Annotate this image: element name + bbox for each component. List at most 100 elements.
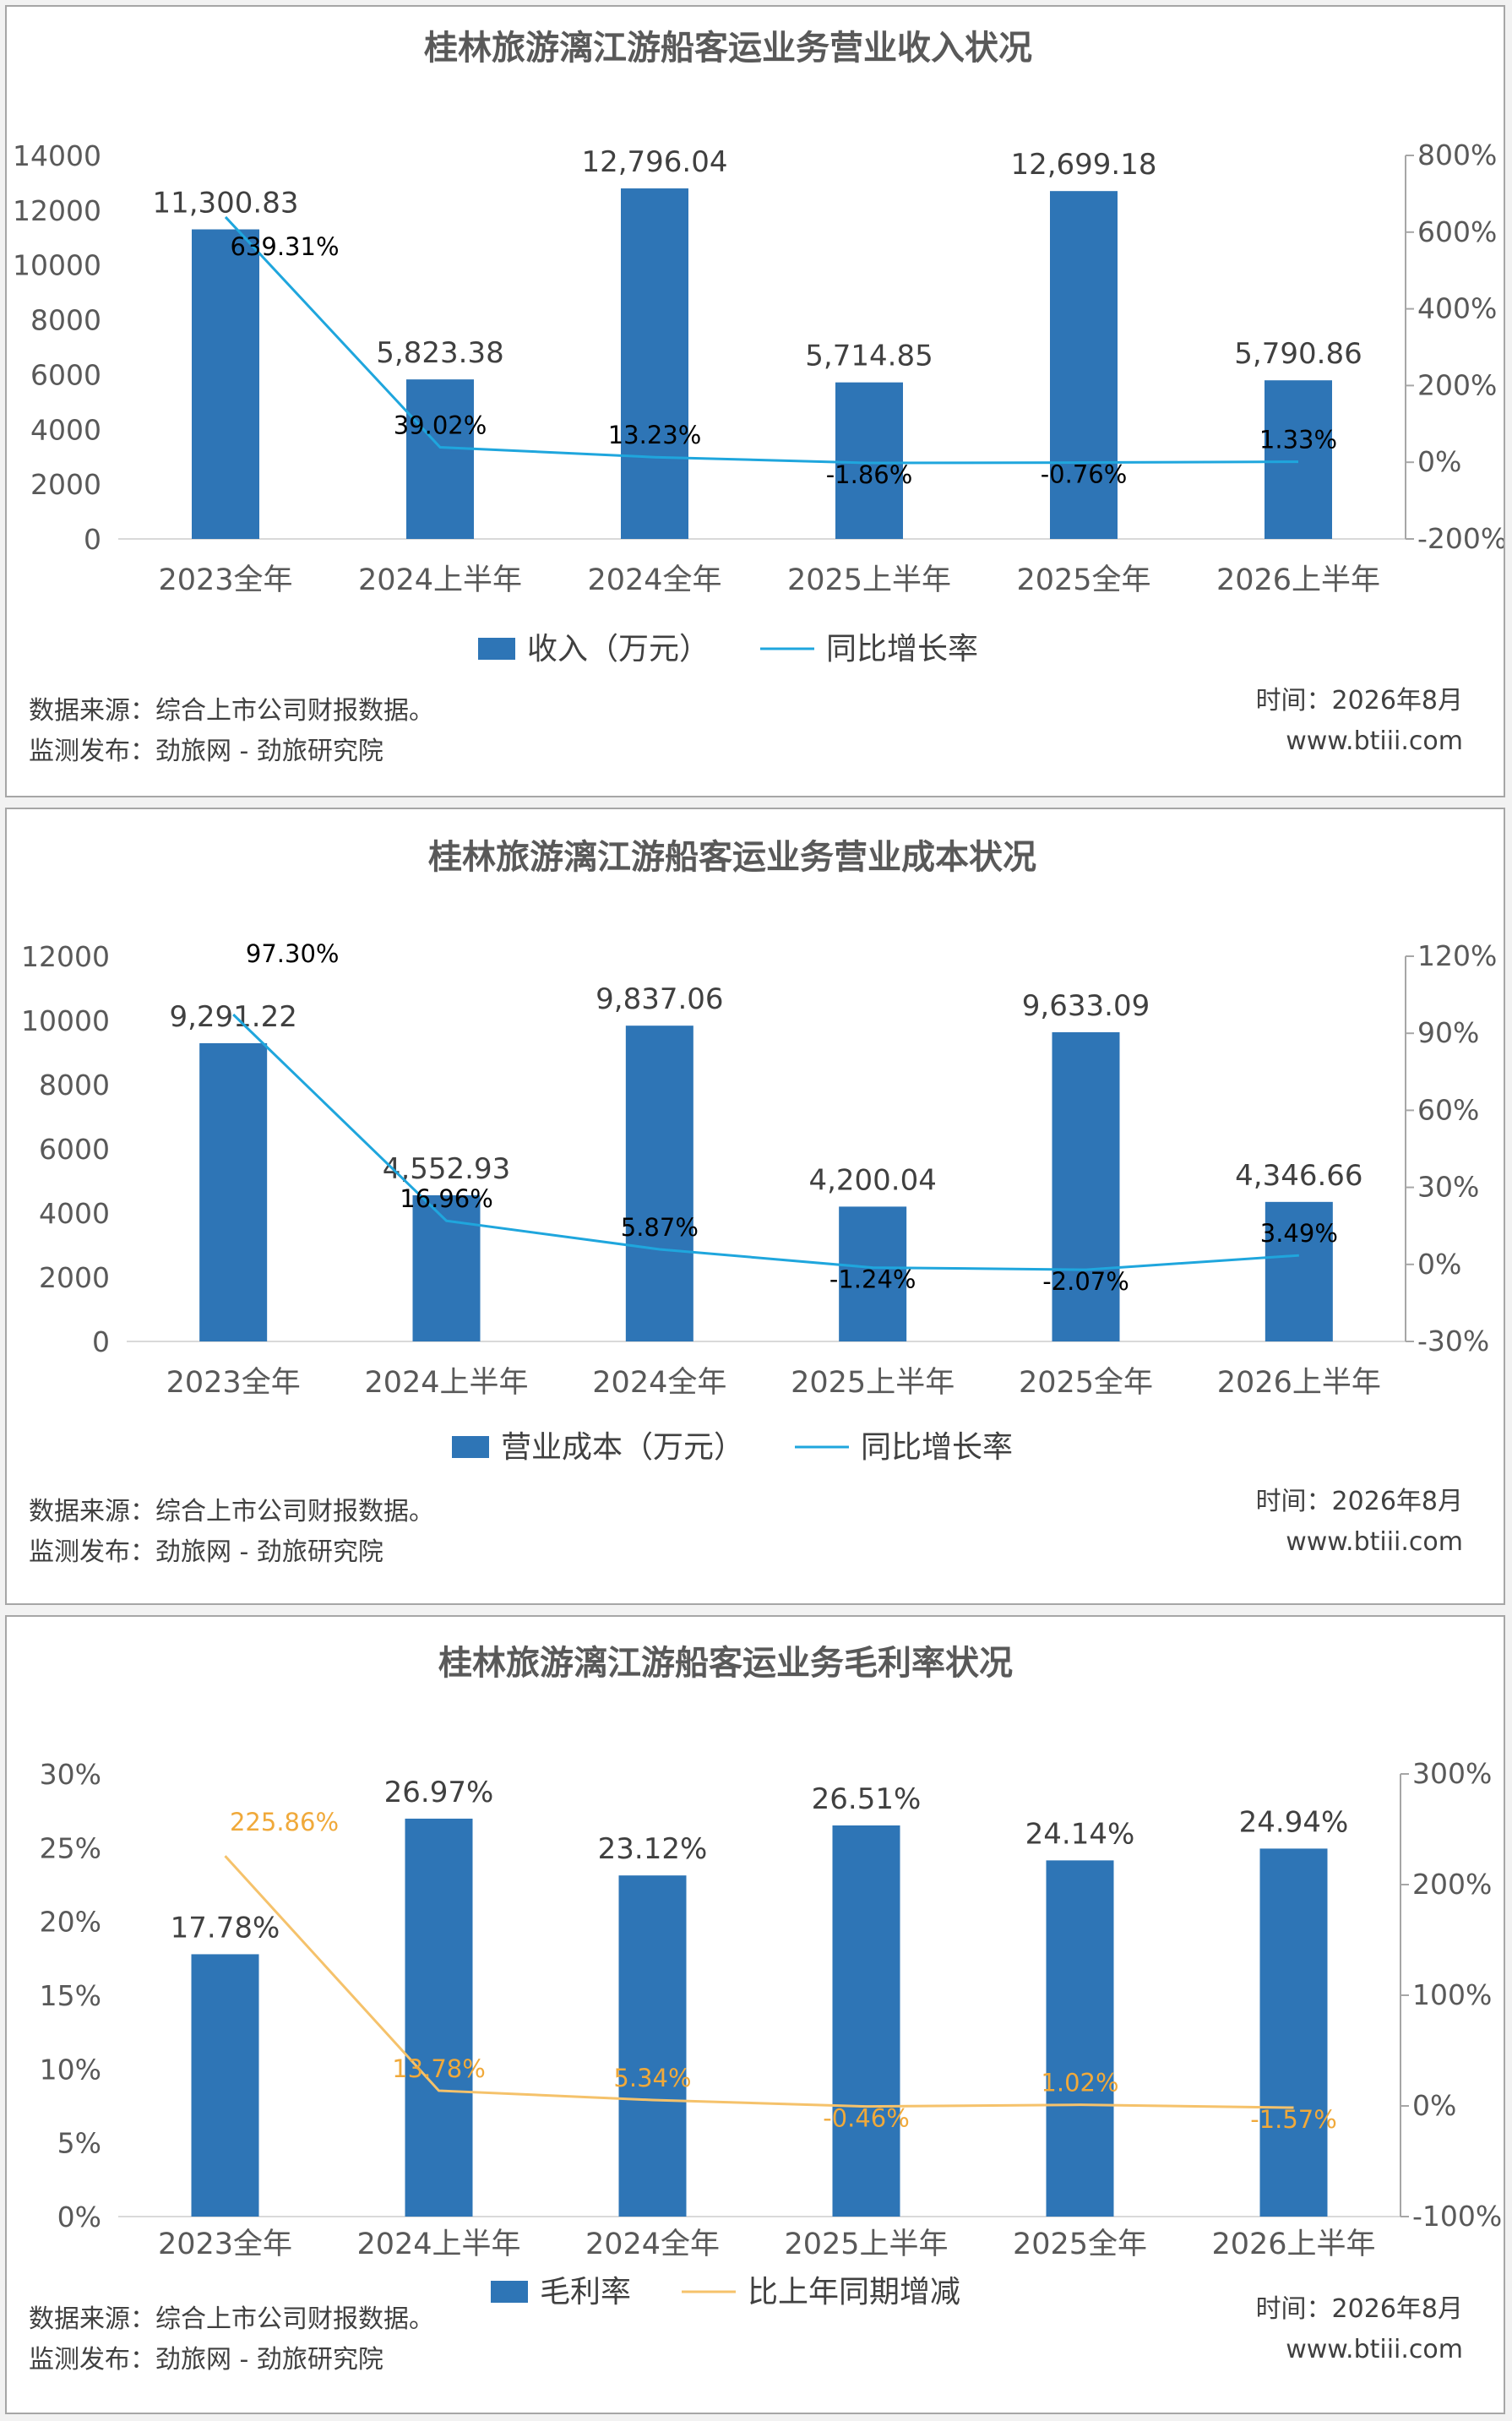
right-tick-label: 0% (1417, 1248, 1461, 1281)
bar (618, 1875, 687, 2217)
date-text: 时间：2026年8月 (1255, 2294, 1463, 2324)
category-label: 2024上半年 (358, 563, 522, 597)
left-tick-label: 30% (40, 1758, 101, 1791)
left-tick-label: 10000 (21, 1004, 110, 1037)
bar (1265, 380, 1332, 539)
category-label: 2024上半年 (356, 2228, 520, 2261)
legend-bar-label: 收入（万元） (527, 632, 710, 666)
margin-chart-panel: 桂林旅游漓江游船客运业务毛利率状况 0% 5% 10% 15% 20% 25% 30% -100… (5, 1615, 1505, 2414)
left-tick-label: 2000 (39, 1261, 110, 1294)
trend-line (224, 1855, 1294, 2109)
line-value-label: -1.57% (1250, 2105, 1337, 2134)
left-tick-label: 25% (40, 1831, 101, 1864)
bar-value-label: 4,200.04 (808, 1163, 936, 1197)
cost-chart-panel: 桂林旅游漓江游船客运业务营业成本状况 0 2000 4000 6000 8000 10000… (5, 808, 1505, 1605)
bar-value-label: 9,291.22 (169, 1000, 296, 1034)
bar-value-label: 23.12% (598, 1832, 708, 1866)
left-tick-label: 10000 (13, 249, 101, 282)
legend-bar-swatch (452, 1436, 489, 1458)
right-tick-label: -200% (1417, 522, 1504, 555)
right-tick-label: 60% (1417, 1093, 1479, 1126)
bar (199, 1042, 268, 1341)
right-tick-label: 90% (1417, 1016, 1479, 1049)
right-tick-label: 30% (1417, 1171, 1479, 1204)
bar-value-label: 5,823.38 (376, 336, 503, 370)
bar (621, 188, 688, 539)
category-label: 2023全年 (166, 1366, 301, 1400)
bar (406, 379, 474, 539)
right-tick-label: 600% (1417, 215, 1497, 248)
left-tick-label: 12000 (13, 194, 101, 227)
revenue-footer-right: 时间：2026年8月 www.btiii.com (1256, 681, 1463, 762)
left-tick-label: 4000 (39, 1197, 110, 1230)
category-label: 2025全年 (1016, 563, 1150, 597)
legend-bar-swatch (478, 638, 515, 660)
legend-bar-swatch (491, 2281, 528, 2303)
bar (1052, 1031, 1120, 1341)
revenue-chart-panel: 桂林旅游漓江游船客运业务营业收入状况 0 2000 4000 6000 8000 10000… (5, 5, 1505, 797)
bar (625, 1026, 693, 1341)
right-tick-label: 200% (1417, 368, 1497, 401)
right-tick-label: 300% (1412, 1757, 1492, 1790)
chart-title: 桂林旅游漓江游船客运业务营业成本状况 (428, 838, 1036, 877)
bar (1259, 1848, 1328, 2217)
category-label: 2026上半年 (1211, 2228, 1375, 2261)
bar-value-label: 4,346.66 (1235, 1159, 1362, 1193)
line-value-label: 3.49% (1260, 1219, 1338, 1248)
bar (839, 1206, 907, 1341)
bar (412, 1194, 481, 1341)
left-tick-label: 0% (57, 2201, 101, 2233)
line-value-label: 639.31% (230, 232, 339, 261)
chart-title: 桂林旅游漓江游船客运业务营业收入状况 (424, 29, 1032, 68)
bar-value-label: 26.97% (384, 1776, 494, 1809)
left-tick-label: 0 (84, 523, 101, 556)
cost-chart: 桂林旅游漓江游船客运业务营业成本状况 0 2000 4000 6000 8000 10000… (21, 838, 1497, 1465)
left-tick-label: 8000 (30, 304, 101, 337)
legend-line-label: 同比增长率 (826, 632, 978, 666)
line-value-label: 13.78% (392, 2054, 486, 2083)
right-tick-label: -100% (1412, 2200, 1502, 2233)
website-text: www.btiii.com (1286, 2335, 1463, 2364)
bar-value-label: 4,552.93 (383, 1152, 510, 1186)
bar-value-label: 12,796.04 (581, 145, 727, 179)
bar-value-label: 9,633.09 (1022, 989, 1150, 1023)
bar (835, 382, 903, 539)
margin-footer-right: 时间：2026年8月 www.btiii.com (1256, 2289, 1463, 2370)
right-tick-label: 200% (1412, 1868, 1492, 1901)
bar-value-label: 24.94% (1239, 1805, 1349, 1839)
chart-title: 桂林旅游漓江游船客运业务毛利率状况 (438, 1644, 1013, 1683)
publisher-text: 监测发布：劲旅网 - 劲旅研究院 (29, 2345, 383, 2375)
legend-bar-label: 毛利率 (540, 2275, 631, 2309)
legend-bar-label: 营业成本（万元） (501, 1430, 744, 1465)
category-label: 2024上半年 (364, 1366, 528, 1400)
bar (192, 229, 259, 539)
line-value-label: -1.24% (829, 1265, 916, 1294)
margin-footer-left: 数据来源：综合上市公司财报数据。 监测发布：劲旅网 - 劲旅研究院 (29, 2299, 434, 2380)
left-tick-label: 4000 (30, 413, 101, 446)
line-value-label: 39.02% (394, 411, 487, 439)
bar-value-label: 24.14% (1025, 1817, 1135, 1851)
left-tick-label: 6000 (39, 1133, 110, 1166)
category-label: 2024全年 (585, 2228, 720, 2261)
line-value-label: 225.86% (230, 1808, 339, 1836)
trend-line (224, 215, 1299, 465)
category-label: 2024全年 (587, 563, 721, 597)
line-value-label: 97.30% (246, 939, 340, 968)
legend-line-label: 比上年同期增减 (748, 2275, 960, 2309)
line-value-label: 5.34% (613, 2064, 691, 2092)
data-source-text: 数据来源：综合上市公司财报数据。 (29, 1497, 434, 1526)
bar-value-label: 17.78% (171, 1911, 280, 1945)
right-tick-label: 800% (1417, 139, 1497, 171)
line-value-label: -0.76% (1041, 460, 1128, 489)
category-label: 2026上半年 (1217, 1366, 1381, 1400)
bar (832, 1825, 900, 2217)
line-value-label: 5.87% (621, 1213, 699, 1242)
bar-value-label: 5,714.85 (805, 340, 933, 373)
website-text: www.btiii.com (1286, 726, 1463, 756)
line-value-label: 1.33% (1259, 426, 1337, 454)
right-tick-label: 120% (1417, 939, 1497, 972)
bar (1046, 1860, 1114, 2217)
bar (1265, 1201, 1333, 1341)
line-value-label: 16.96% (400, 1184, 493, 1213)
left-tick-label: 6000 (30, 358, 101, 391)
